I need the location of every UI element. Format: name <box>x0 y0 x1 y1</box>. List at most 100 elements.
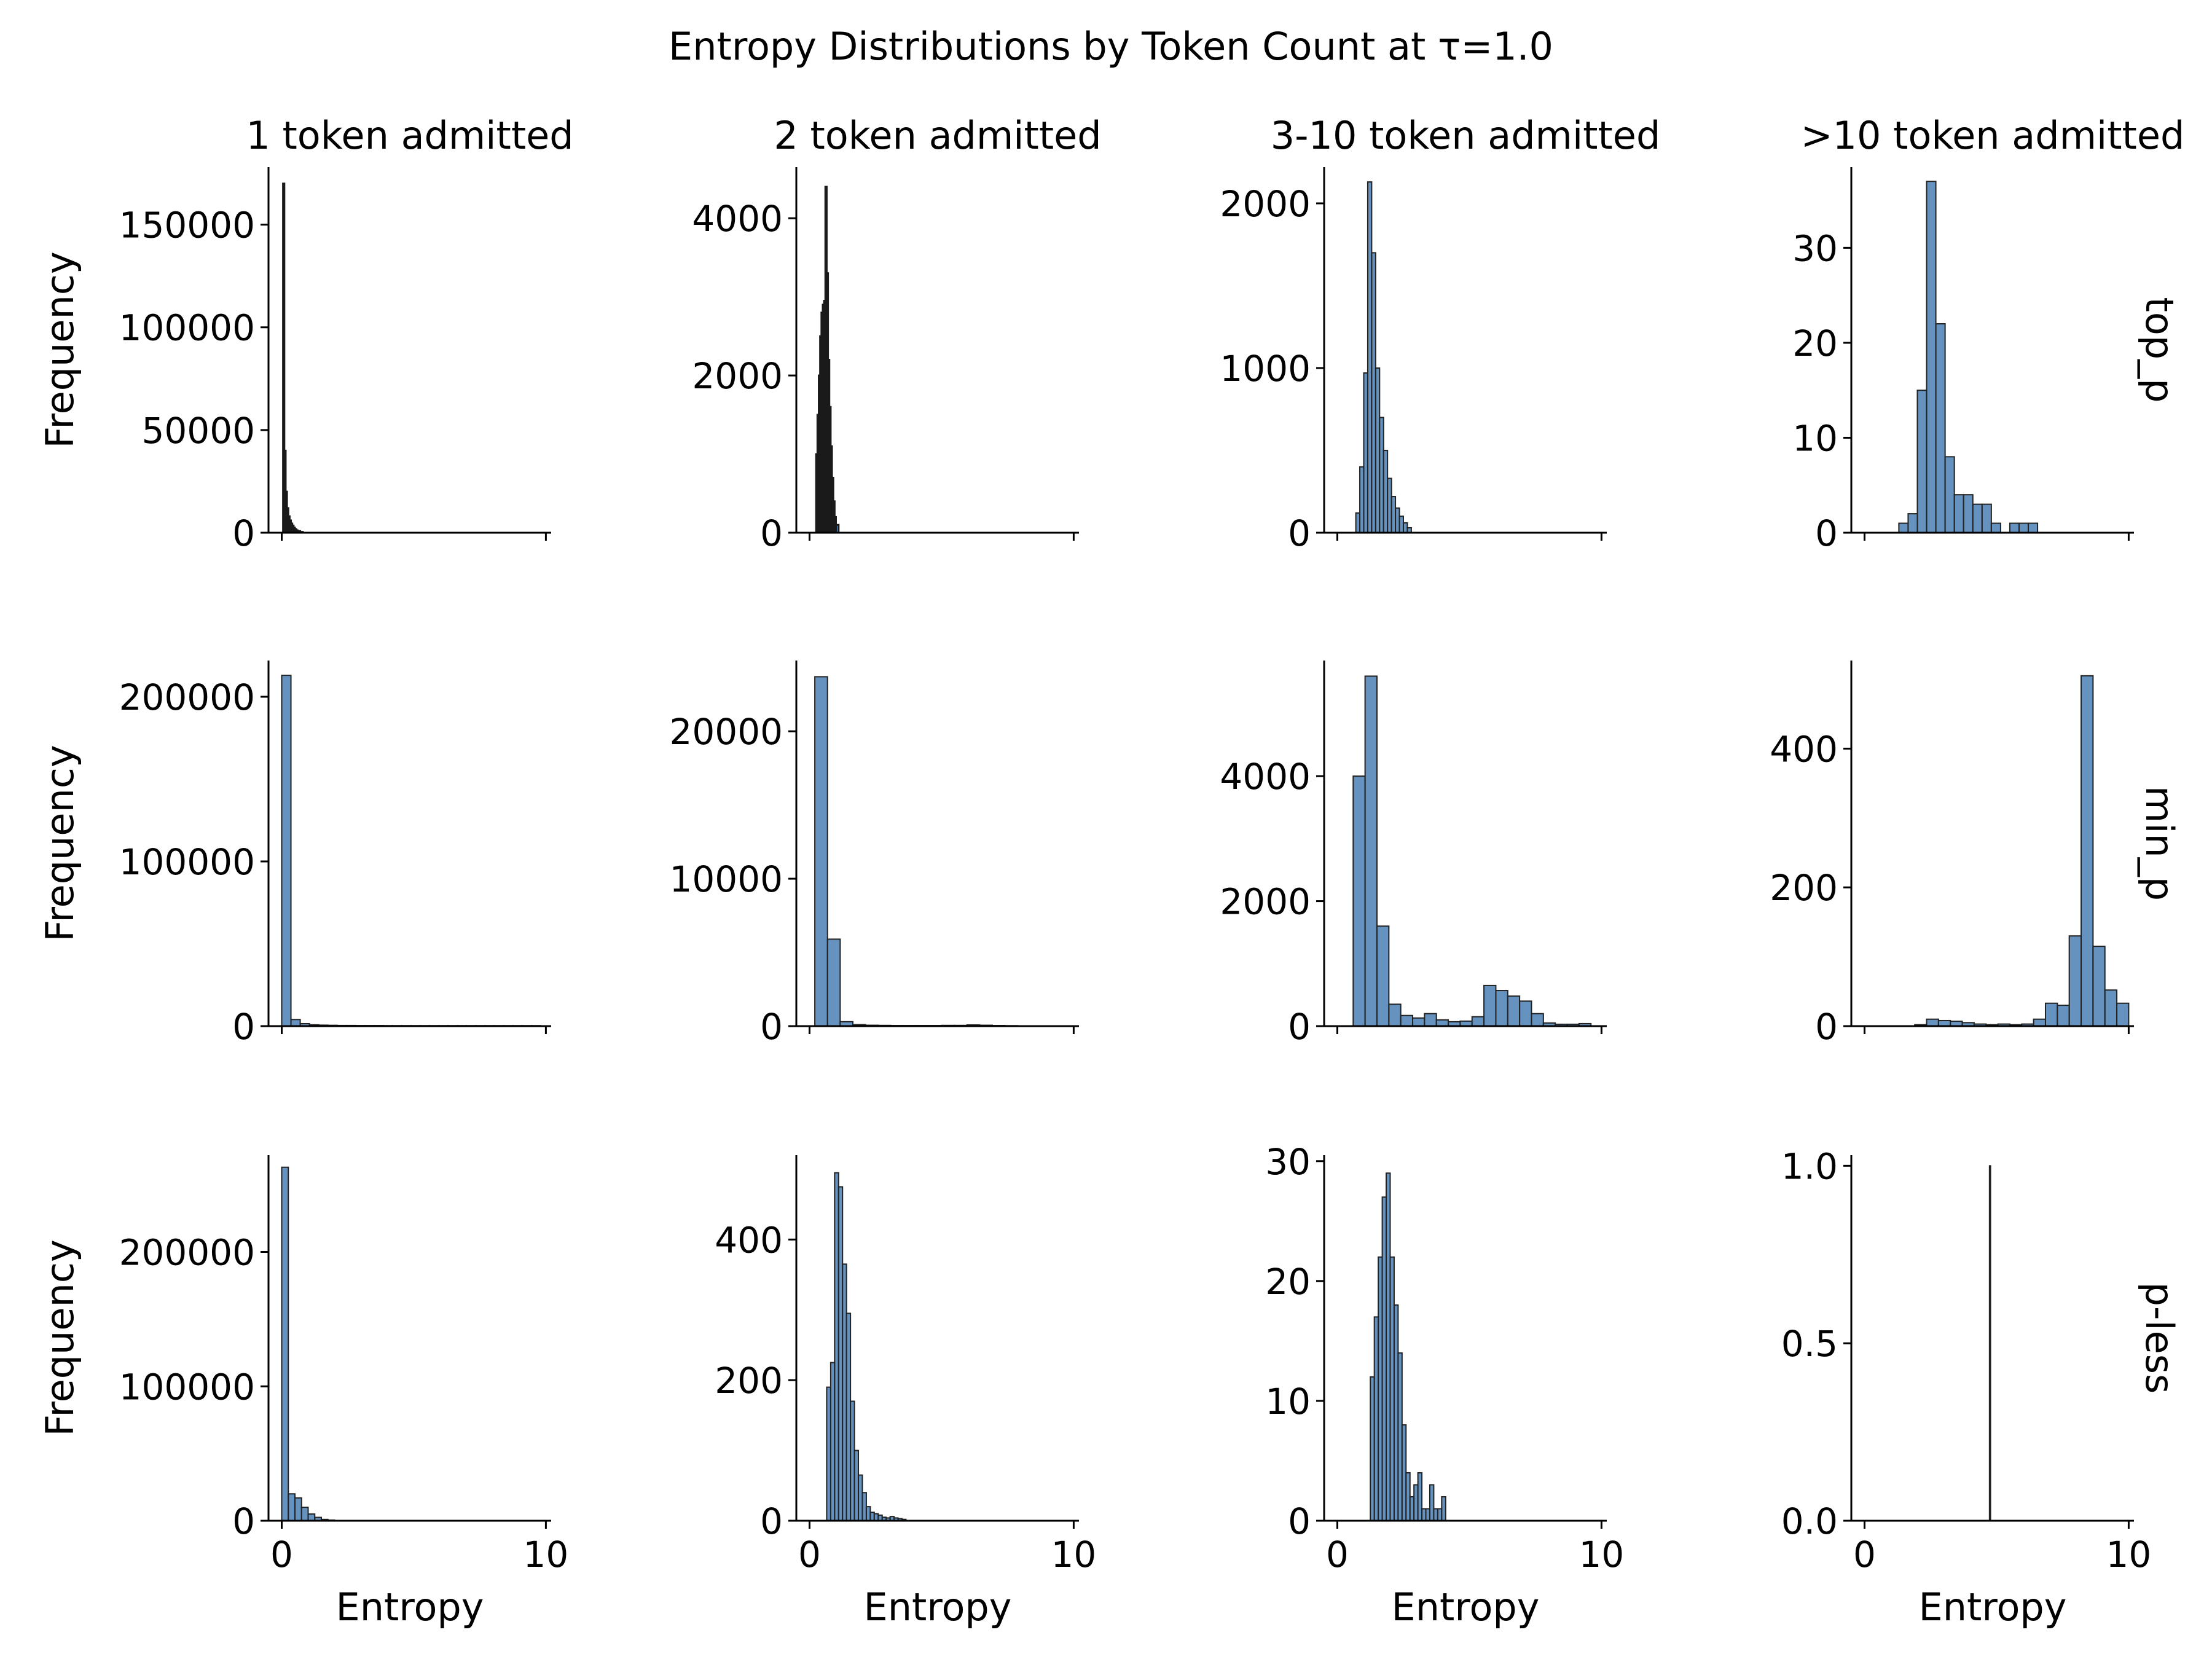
histogram-bar <box>1507 995 1521 1027</box>
panel-top-p-3-10-token-admitted: 0 1000 2000 3-10 token admitted <box>1220 113 1660 554</box>
x-tick-label: 10 <box>523 1534 568 1575</box>
row-label: top_p <box>2137 297 2182 403</box>
y-axis-label: Frequency <box>37 745 82 941</box>
y-tick-label: 0 <box>1815 512 1838 554</box>
y-tick-label: 20 <box>1792 323 1838 364</box>
x-tick-label: 0 <box>270 1534 293 1575</box>
histogram-bar <box>2009 522 2020 533</box>
histogram-bar <box>1441 1496 1446 1521</box>
y-tick-label: 10000 <box>669 858 783 900</box>
y-tick-label: 0 <box>1288 1500 1311 1542</box>
y-tick-label: 0 <box>760 1500 783 1542</box>
y-axis-label: Frequency <box>37 251 82 448</box>
histogram-bar <box>281 675 292 1027</box>
y-tick-label: 1.0 <box>1781 1145 1838 1187</box>
x-axis-label: Entropy <box>864 1585 1012 1630</box>
y-tick-label: 0 <box>1288 1006 1311 1048</box>
panel-top-p-2-token-admitted: 0 2000 4000 2 token admitted <box>692 113 1101 554</box>
row-label: p-less <box>2137 1282 2182 1394</box>
histogram-bar <box>2033 1018 2046 1027</box>
x-axis-label: Entropy <box>1392 1585 1540 1630</box>
y-tick-label: 4000 <box>1220 756 1311 798</box>
histogram-bar <box>814 676 828 1027</box>
histogram-bar <box>1981 503 1992 534</box>
histogram-bar <box>290 1019 301 1027</box>
y-tick-label: 0 <box>232 1500 255 1542</box>
histogram-bar <box>1471 1016 1485 1027</box>
column-title: >10 token admitted <box>1801 113 2185 158</box>
column-title: 3-10 token admitted <box>1271 113 1661 158</box>
histogram-bar <box>834 524 840 534</box>
histogram-bar <box>826 938 841 1027</box>
histogram-bar <box>2081 675 2094 1027</box>
y-tick-label: 100000 <box>119 841 255 883</box>
x-tick-label: 0 <box>1326 1534 1349 1575</box>
histogram-bar <box>1988 1165 1991 1521</box>
y-tick-label: 150000 <box>119 205 255 246</box>
histogram-bar <box>294 1497 302 1522</box>
panel-p-less-1-token-admitted: 0 100000 200000 0 10 Frequency Entropy <box>37 1155 568 1630</box>
histogram-bar <box>1926 181 1937 533</box>
column-title: 2 token admitted <box>774 113 1101 158</box>
y-tick-label: 2000 <box>1220 881 1311 923</box>
histogram-bar <box>1916 390 1928 533</box>
x-tick-label: 10 <box>1579 1534 1624 1575</box>
x-tick-label: 0 <box>798 1534 821 1575</box>
y-tick-label: 20000 <box>669 711 783 753</box>
y-tick-label: 50000 <box>141 410 255 452</box>
row-label: min_p <box>2137 786 2182 901</box>
y-tick-label: 2000 <box>692 355 783 397</box>
histogram-bar <box>1400 1014 1414 1027</box>
y-tick-label: 0 <box>1815 1006 1838 1048</box>
histogram-bar <box>2028 522 2039 533</box>
y-tick-label: 200000 <box>119 1232 255 1274</box>
y-tick-label: 10 <box>1265 1381 1311 1422</box>
histogram-bar <box>288 1493 296 1521</box>
x-tick-label: 0 <box>1853 1534 1876 1575</box>
x-axis-label: Entropy <box>336 1585 484 1630</box>
panel-min-p-2-token-admitted: 0 10000 20000 <box>669 661 1079 1048</box>
histogram-bar <box>1424 1013 1437 1027</box>
histogram-bar <box>300 1507 309 1522</box>
histogram-bar <box>2057 1005 2070 1027</box>
y-tick-label: 0 <box>1288 512 1311 554</box>
y-tick-label: 30 <box>1792 227 1838 269</box>
histogram-bar <box>1364 675 1378 1027</box>
y-tick-label: 200 <box>1770 867 1838 909</box>
column-title: 1 token admitted <box>246 113 573 158</box>
histogram-bar <box>1352 775 1366 1027</box>
histogram-bar <box>1483 984 1497 1027</box>
histogram-bar <box>2018 522 2030 533</box>
histogram-bar <box>1963 494 1974 533</box>
histogram-bar <box>2068 935 2082 1027</box>
y-tick-label: 400 <box>1770 728 1838 770</box>
panel-top-p-10-token-admitted: 0 10 20 30 >10 token admitted top_p <box>1792 113 2184 554</box>
y-tick-label: 1000 <box>1220 348 1311 390</box>
histogram-bar <box>1907 513 1918 534</box>
histogram-bar <box>307 1513 316 1522</box>
panel-min-p-1-token-admitted: 0 100000 200000 Frequency <box>37 661 551 1048</box>
y-axis-label: Frequency <box>37 1239 82 1436</box>
histogram-bar <box>1531 1013 1544 1027</box>
y-tick-label: 4000 <box>692 198 783 240</box>
histogram-bar <box>1376 925 1390 1027</box>
y-tick-label: 0 <box>232 1006 255 1048</box>
histogram-bar <box>2092 946 2106 1027</box>
histogram-bar <box>281 1166 289 1521</box>
y-tick-label: 0 <box>760 1006 783 1048</box>
y-tick-label: 100000 <box>119 1366 255 1408</box>
histogram-bar <box>1953 494 1964 533</box>
histogram-bar <box>2116 1002 2130 1027</box>
y-tick-label: 20 <box>1265 1261 1311 1303</box>
y-tick-label: 10 <box>1792 417 1838 459</box>
histogram-bar <box>1412 1017 1426 1027</box>
y-tick-label: 30 <box>1265 1141 1311 1183</box>
y-tick-label: 200000 <box>119 677 255 718</box>
figure-title: Entropy Distributions by Token Count at … <box>669 24 1553 69</box>
y-tick-label: 0 <box>232 512 255 554</box>
histogram-bar <box>1495 990 1508 1027</box>
histogram-bar <box>1388 1003 1402 1027</box>
